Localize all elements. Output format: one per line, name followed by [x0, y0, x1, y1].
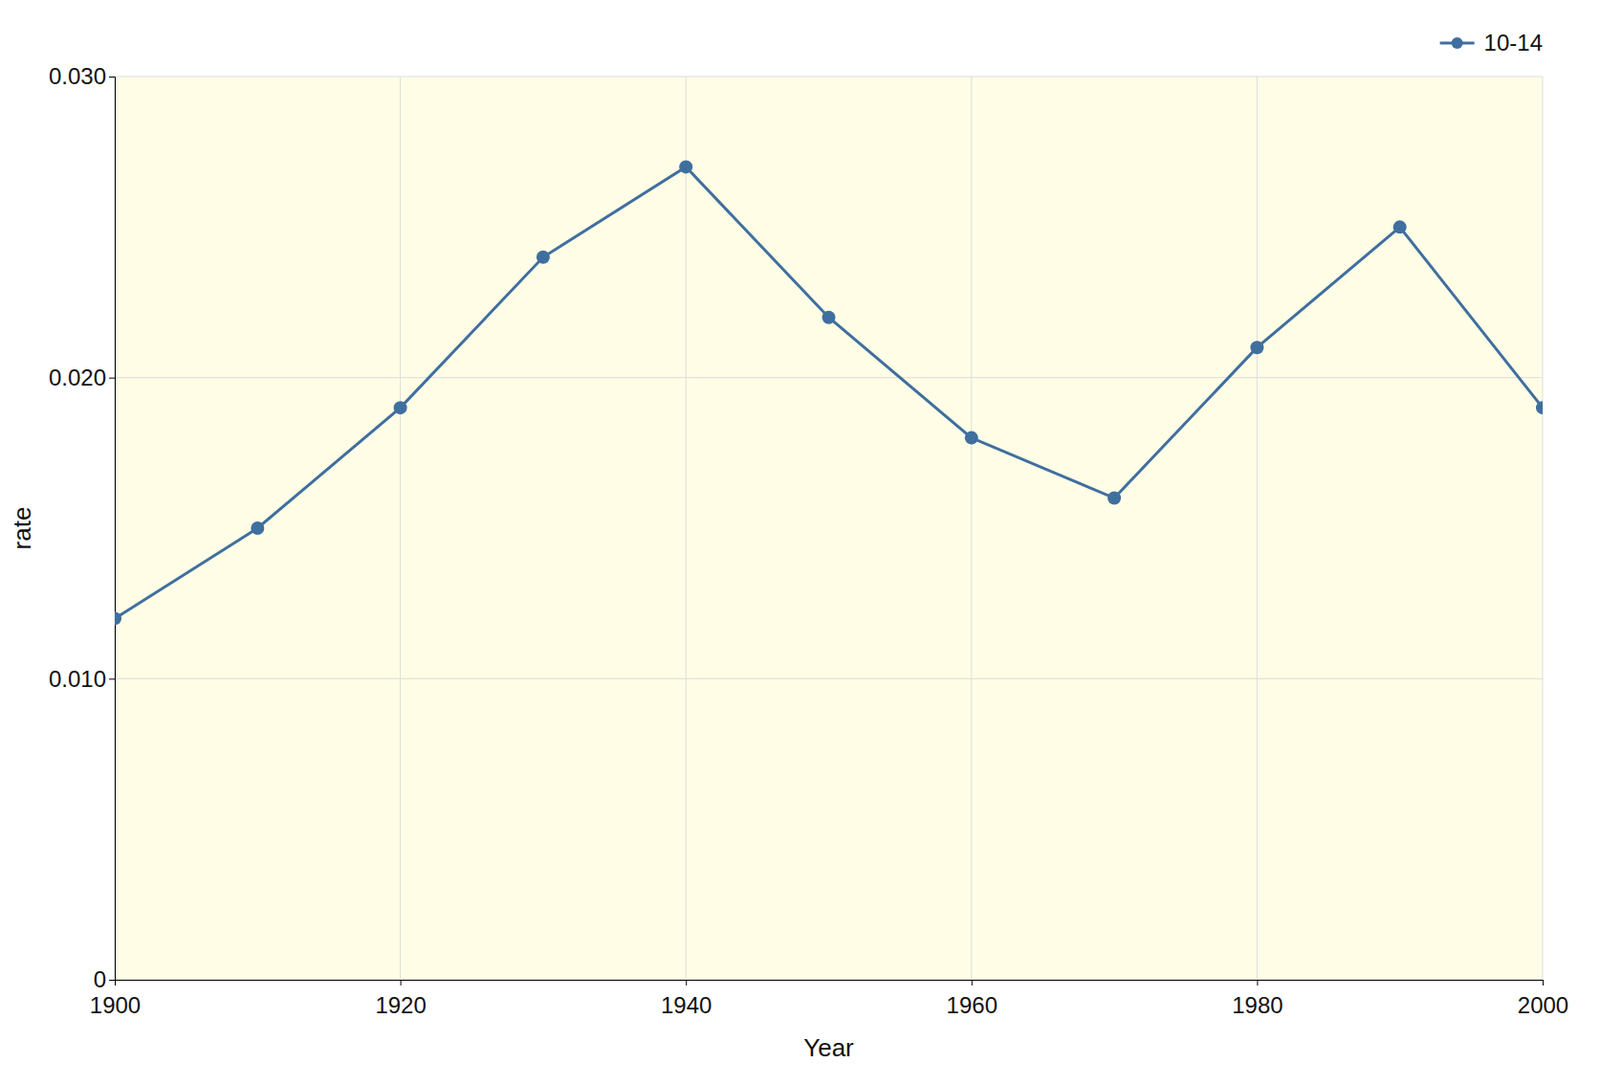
- tick-label: 0.030: [48, 63, 107, 89]
- grid: [114, 76, 1543, 980]
- series-point: [1535, 400, 1543, 415]
- tick: 0.020: [48, 364, 115, 391]
- tick-mark: [971, 979, 973, 986]
- marks: [114, 159, 1543, 625]
- tick: 0: [93, 965, 115, 992]
- tick: 2000: [1517, 979, 1569, 1018]
- tick-mark: [685, 979, 687, 986]
- grid-line: [970, 76, 972, 980]
- axis-line: [109, 77, 116, 981]
- plot-background: [114, 76, 1543, 980]
- tick: 0.010: [48, 665, 115, 692]
- series-point: [679, 159, 693, 174]
- series-line: [114, 166, 1543, 618]
- tick-mark: [109, 377, 115, 379]
- tick-label: 1920: [374, 991, 426, 1018]
- tick-mark: [1542, 979, 1544, 986]
- x-axis-title: Year: [803, 1032, 855, 1062]
- legend-item: 10-14: [1440, 29, 1543, 56]
- tick-label: 1980: [1231, 991, 1283, 1018]
- legend: 10-14: [1440, 29, 1543, 56]
- tick: 1920: [374, 979, 426, 1018]
- grid-line: [114, 376, 1543, 378]
- tick-label: 1960: [946, 991, 998, 1018]
- tick-mark: [109, 678, 115, 680]
- tick: 1940: [660, 979, 712, 1018]
- series-point: [114, 611, 122, 625]
- x-axis: 1900 1920 1940 1960 1980 2000: [89, 979, 1569, 1018]
- tick-mark: [1256, 979, 1258, 986]
- tick: 1980: [1231, 979, 1283, 1018]
- tick-mark: [400, 979, 402, 986]
- tick-label: 0.020: [48, 364, 107, 391]
- grid-line: [114, 678, 1543, 680]
- legend-label: 10-14: [1484, 29, 1543, 56]
- y-axis: 0 0.010 0.020 0.030: [48, 63, 116, 992]
- tick-label: 1900: [89, 991, 141, 1018]
- tick-label: 0.010: [48, 665, 107, 692]
- series-point: [1249, 340, 1264, 354]
- tick: 0.030: [48, 63, 115, 89]
- series-point: [394, 400, 408, 415]
- series-point: [250, 521, 264, 535]
- tick-label: 1940: [660, 991, 712, 1018]
- series-point: [1107, 491, 1121, 505]
- tick-mark: [109, 979, 115, 981]
- grid-line: [1542, 76, 1544, 980]
- grid-line: [399, 76, 401, 980]
- series-point: [822, 310, 836, 325]
- legend-marker: [1451, 37, 1464, 49]
- series-point: [964, 431, 979, 445]
- grid-line: [114, 76, 1543, 78]
- grid-line: [685, 76, 687, 980]
- plot: 1900 1920 1940 1960 1980 2000 0 0.010 0.020 0.030: [48, 63, 1569, 1018]
- axis-line: [115, 980, 1544, 987]
- tick: 1960: [946, 979, 998, 1018]
- tick-label: 2000: [1517, 991, 1569, 1018]
- series-point: [1393, 219, 1407, 234]
- grid-line: [1256, 76, 1258, 980]
- tick-mark: [109, 76, 115, 78]
- tick-label: 0: [93, 965, 107, 992]
- series-point: [536, 250, 550, 264]
- chart: 1900 1920 1940 1960 1980 2000 0 0.010 0.020 0.030…: [0, 0, 1600, 1085]
- y-axis-title: rate: [7, 506, 37, 550]
